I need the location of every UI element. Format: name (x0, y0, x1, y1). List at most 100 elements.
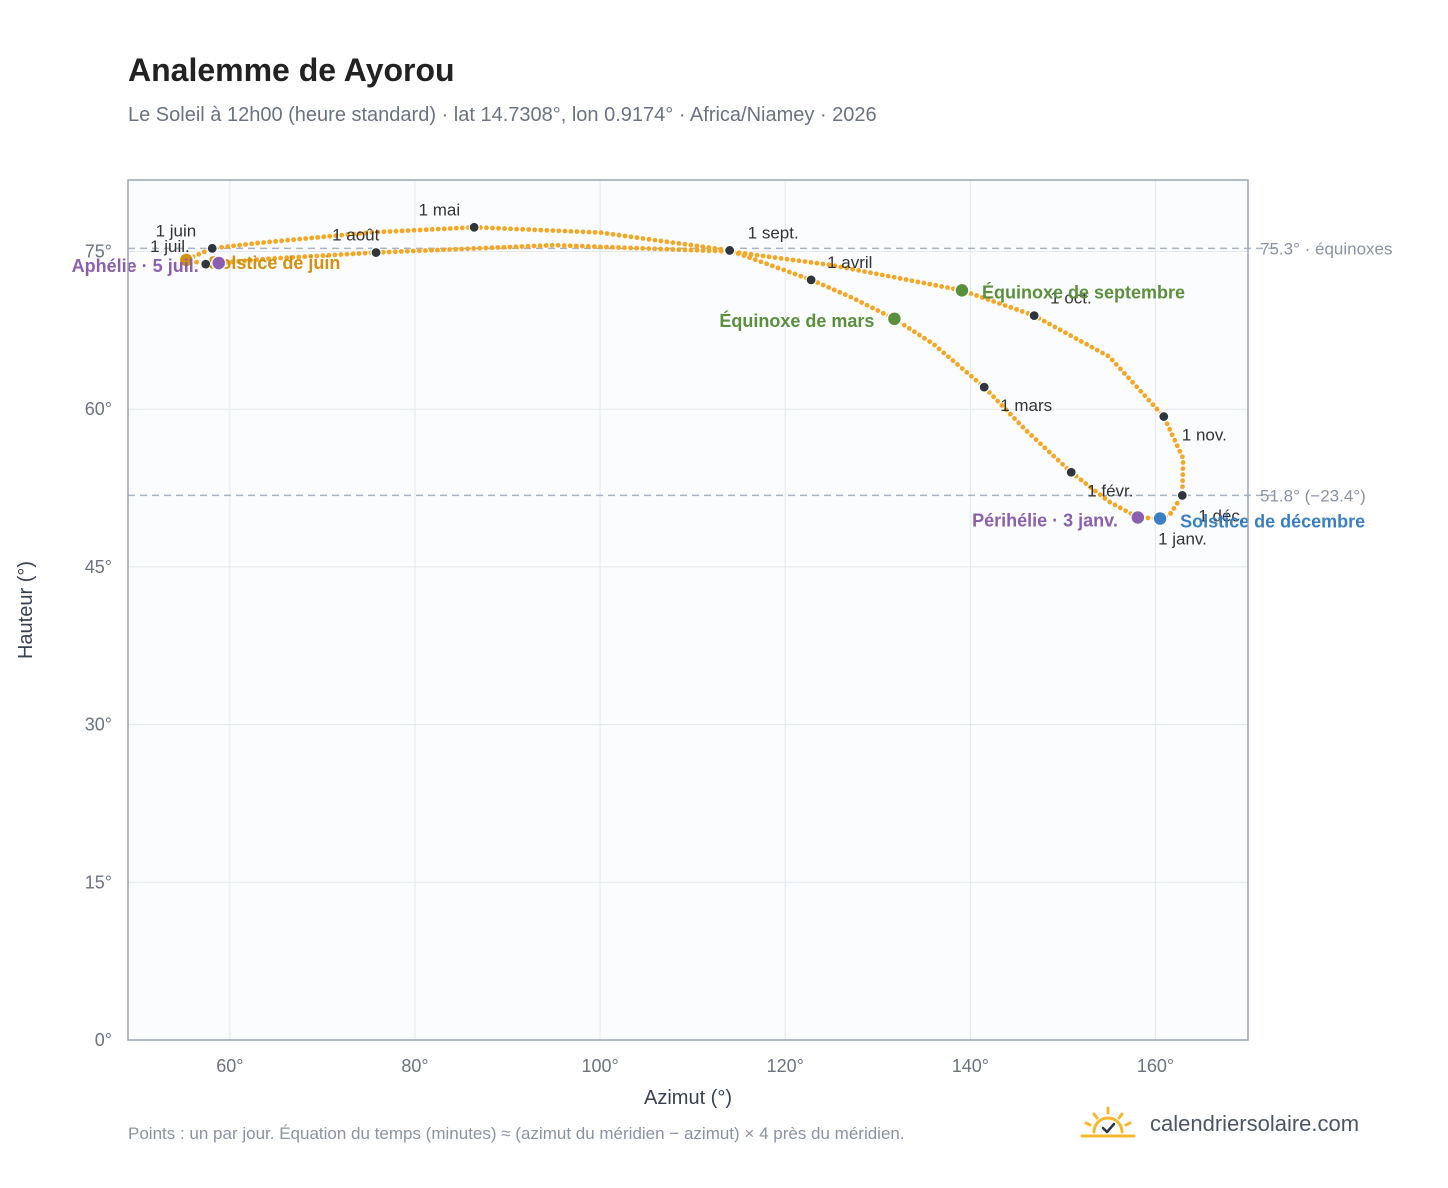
day-point (592, 229, 598, 235)
day-point (236, 258, 241, 264)
day-point (1112, 502, 1118, 508)
day-point (435, 247, 440, 253)
day-point (1019, 309, 1025, 314)
day-point (1130, 379, 1135, 385)
day-point (254, 257, 259, 263)
day-point (936, 346, 942, 352)
day-point (646, 236, 652, 242)
day-point (616, 232, 622, 238)
day-point (1180, 478, 1186, 484)
day-point (875, 308, 881, 313)
day-point (302, 254, 308, 260)
day-point (832, 263, 838, 269)
day-point (351, 231, 357, 237)
day-point (285, 237, 291, 243)
day-point (363, 230, 369, 236)
day-point (906, 326, 912, 331)
day-point (225, 244, 231, 249)
month-marker-label: 1 juin (156, 221, 197, 240)
day-point (321, 234, 327, 240)
day-point (616, 245, 621, 250)
day-point (423, 227, 429, 233)
day-point (350, 251, 356, 257)
day-point (237, 242, 243, 248)
day-point (927, 281, 933, 287)
event-label: Équinoxe de mars (719, 310, 874, 331)
day-point (1174, 500, 1180, 506)
day-point (255, 240, 260, 246)
day-point (1142, 393, 1148, 399)
day-point (986, 390, 992, 395)
day-point (974, 293, 980, 298)
day-point (549, 242, 555, 248)
day-point (520, 226, 526, 232)
day-point (453, 246, 458, 252)
day-point (429, 247, 434, 253)
day-point (369, 230, 375, 235)
day-point (405, 228, 411, 234)
day-point (459, 246, 465, 252)
day-point (508, 226, 513, 232)
day-point (640, 236, 646, 241)
day-point (1012, 416, 1017, 421)
y-tick-label: 45° (85, 557, 112, 577)
y-tick-label: 30° (85, 715, 112, 735)
day-point (465, 246, 471, 252)
day-point (688, 242, 694, 248)
day-point (1038, 441, 1043, 447)
day-point (333, 233, 339, 239)
day-point (1083, 481, 1089, 486)
day-point (339, 232, 345, 238)
day-point (658, 238, 664, 244)
day-point (758, 259, 764, 265)
day-point (790, 257, 796, 263)
day-point (752, 257, 758, 263)
day-point (766, 254, 772, 260)
day-point (267, 239, 273, 245)
day-point (1024, 429, 1030, 434)
day-point (290, 254, 296, 260)
day-point (820, 261, 826, 267)
day-point (610, 231, 616, 237)
month-marker-label: 1 nov. (1182, 426, 1227, 445)
day-point (1092, 488, 1098, 494)
day-point (628, 245, 633, 251)
day-point (435, 226, 441, 232)
month-marker-label: 1 janv. (1158, 530, 1207, 549)
day-point (1177, 448, 1183, 454)
day-point (416, 248, 422, 254)
day-point (447, 247, 452, 252)
day-point (338, 252, 344, 257)
day-point (634, 235, 640, 241)
day-point (507, 244, 513, 250)
month-marker-label: 1 mai (419, 200, 461, 219)
event-label: Solstice de juin (208, 253, 340, 273)
day-point (477, 245, 483, 251)
day-point (411, 227, 417, 233)
day-point (327, 233, 333, 239)
day-point (808, 260, 814, 265)
day-point (844, 265, 850, 271)
month-marker-label: 1 août (332, 226, 380, 245)
day-point (471, 246, 477, 251)
day-point (968, 291, 974, 296)
day-point (1068, 333, 1074, 339)
day-point (1029, 433, 1034, 438)
day-point (417, 227, 423, 233)
day-point (1094, 347, 1100, 353)
brand[interactable]: calendriersolaire.com (1080, 1104, 1359, 1144)
day-point (496, 225, 501, 231)
day-point (194, 259, 199, 265)
day-point (538, 227, 544, 233)
day-point (688, 247, 694, 253)
day-point (880, 310, 886, 316)
day-point (196, 251, 202, 257)
day-point (1180, 460, 1186, 465)
event-marker (1152, 510, 1168, 527)
day-point (309, 235, 315, 241)
event-label: Solstice de décembre (1180, 512, 1365, 532)
month-marker-label: 1 oct. (1050, 289, 1092, 308)
day-point (826, 262, 832, 268)
day-point (441, 247, 446, 253)
day-point (1003, 407, 1009, 413)
